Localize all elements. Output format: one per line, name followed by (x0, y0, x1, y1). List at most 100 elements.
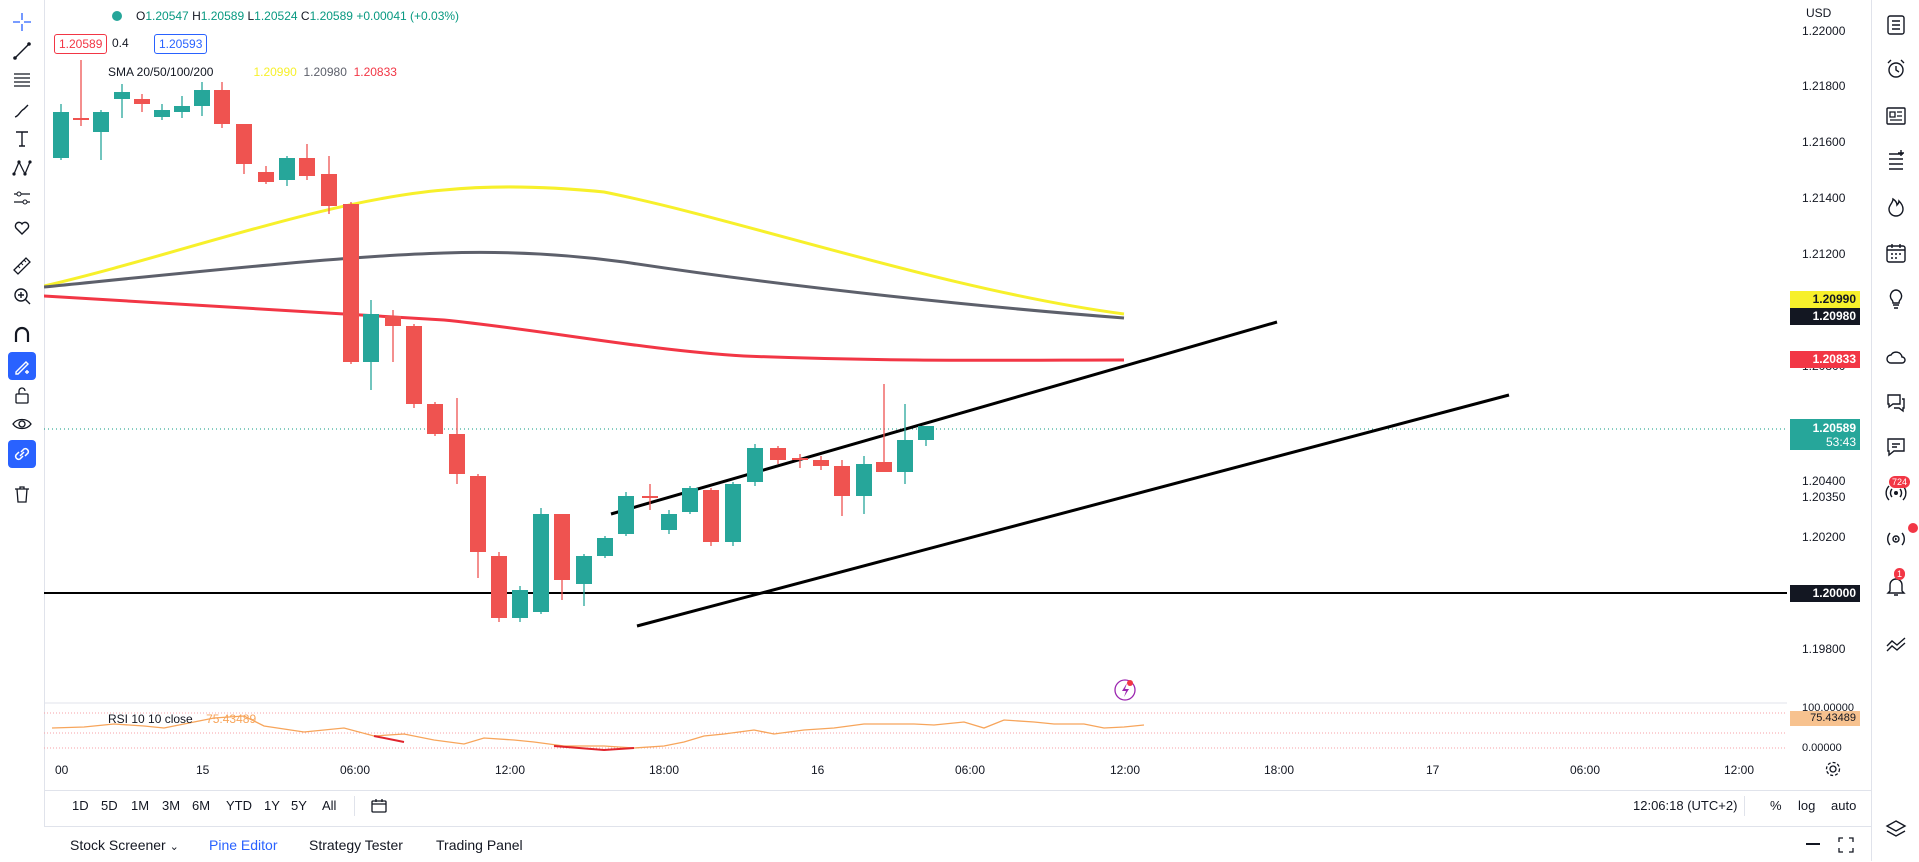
candle-body (618, 496, 634, 534)
range-5y-button[interactable]: 5Y (291, 798, 307, 813)
calendar-goto-icon[interactable] (370, 797, 388, 820)
magnet-icon[interactable] (8, 321, 36, 349)
fire-icon[interactable] (1883, 194, 1909, 220)
range-1m-button[interactable]: 1M (131, 798, 150, 813)
streams-icon[interactable] (1883, 480, 1909, 506)
range-5d-button[interactable]: 5D (101, 798, 118, 813)
chevron-down-icon[interactable]: ⌄ (169, 841, 179, 853)
messages-icon[interactable] (1883, 434, 1909, 460)
price-tick: 1.21600 (1802, 135, 1846, 149)
candle (597, 536, 613, 558)
log-toggle[interactable]: log (1798, 798, 1816, 813)
date-range-bar: 1D 5D 1M 3M 6M YTD 1Y 5Y All 12:06:18 (U… (44, 790, 1871, 821)
sma-label: SMA 20/50/100/200 (108, 65, 214, 79)
sma50-line (44, 250, 1125, 320)
range-ytd-button[interactable]: YTD (226, 798, 252, 813)
news-icon[interactable] (1883, 103, 1909, 129)
tab-stock-screener[interactable]: Stock Screener ⌄ (70, 837, 179, 853)
rsi-value: 75.43489 (206, 712, 257, 726)
alarm-clock-icon[interactable] (1883, 56, 1909, 82)
layers-icon[interactable] (1883, 816, 1909, 842)
clock-display[interactable]: 12:06:18 (UTC+2) (1633, 798, 1738, 813)
auto-toggle[interactable]: auto (1831, 798, 1857, 813)
tab-trading-panel[interactable]: Trading Panel (436, 837, 523, 853)
right-sidebar: 724 1 (1871, 0, 1919, 861)
price-scale[interactable]: USD 1.22000 1.21800 1.21600 1.21400 1.21… (1787, 0, 1871, 760)
minimize-icon[interactable] (1806, 843, 1820, 845)
buy-price-button[interactable]: 1.20593 (154, 34, 208, 54)
maximize-icon[interactable] (1838, 837, 1854, 858)
candle-body (73, 118, 89, 120)
settings-gear-icon[interactable] (1824, 760, 1842, 783)
candle-body (53, 112, 69, 158)
candle (53, 104, 69, 160)
range-1d-button[interactable]: 1D (72, 798, 89, 813)
range-1y-button[interactable]: 1Y (264, 798, 280, 813)
tab-strategy-tester[interactable]: Strategy Tester (309, 837, 403, 853)
range-3m-button[interactable]: 3M (162, 798, 181, 813)
bottom-panel: Stock Screener ⌄ Pine Editor Strategy Te… (44, 826, 1871, 862)
price-tick: 1.21200 (1802, 247, 1846, 261)
candle-body (661, 514, 677, 530)
forecast-icon[interactable] (8, 184, 36, 212)
price-tick: 1.20200 (1802, 530, 1846, 544)
candle (134, 94, 150, 112)
bar-countdown: 53:43 (1825, 435, 1856, 449)
chart-pane[interactable]: O1.20547 H1.20589 L1.20524 C1.20589 +0.0… (44, 0, 1787, 790)
sma50-value: 1.20980 (303, 65, 347, 79)
fib-icon[interactable] (8, 66, 36, 94)
chat-icon[interactable] (1883, 389, 1909, 415)
eye-icon[interactable] (8, 410, 36, 438)
chart-icon[interactable] (1883, 630, 1909, 656)
spread-value: 0.4 (112, 36, 129, 50)
lock-icon[interactable] (8, 381, 36, 409)
price-chart[interactable] (44, 0, 1787, 790)
crosshair-icon[interactable] (8, 8, 36, 36)
sma20-line (44, 185, 1125, 316)
candle (299, 144, 315, 180)
open-label: O (136, 9, 146, 23)
calendar-icon[interactable] (1883, 240, 1909, 266)
left-drawing-toolbar (0, 0, 45, 861)
watchlist-icon[interactable] (1883, 12, 1909, 38)
play-icon[interactable] (1883, 526, 1909, 552)
lightbulb-icon[interactable] (1883, 286, 1909, 312)
trend-line-icon[interactable] (8, 37, 36, 65)
candle-body (427, 404, 443, 434)
sell-price-button[interactable]: 1.20589 (54, 34, 108, 54)
candle-body (512, 590, 528, 618)
candle (73, 60, 89, 126)
price-tick: 1.21800 (1802, 79, 1846, 93)
candle-body (792, 458, 808, 460)
percent-toggle[interactable]: % (1770, 798, 1782, 813)
time-tick: 06:00 (340, 763, 371, 777)
currency-selector[interactable]: USD (1806, 6, 1832, 20)
candle (834, 460, 850, 516)
tab-label: Stock Screener (70, 837, 166, 853)
candles-group (53, 60, 934, 622)
link-icon[interactable] (8, 440, 36, 468)
zoom-icon[interactable] (8, 282, 36, 310)
candle-body (258, 172, 274, 182)
range-all-button[interactable]: All (322, 798, 337, 813)
add-list-icon[interactable] (1883, 148, 1909, 174)
text-icon[interactable] (8, 125, 36, 153)
pattern-icon[interactable] (8, 154, 36, 182)
candle (533, 508, 549, 614)
range-6m-button[interactable]: 6M (192, 798, 211, 813)
time-tick: 12:00 (1110, 763, 1141, 777)
sma-legend: SMA 20/50/100/200 1.20990 1.20980 1.2083… (108, 65, 397, 79)
candle-body (406, 326, 422, 404)
trash-icon[interactable] (8, 480, 36, 508)
candle-body (725, 484, 741, 542)
candle-body (554, 514, 570, 580)
candle (918, 426, 934, 446)
rsi-label: RSI 10 10 close (108, 712, 193, 726)
heart-icon[interactable] (8, 213, 36, 241)
cloud-icon[interactable] (1883, 344, 1909, 370)
tab-pine-editor[interactable]: Pine Editor (209, 837, 278, 853)
brush-icon[interactable] (8, 96, 36, 124)
candle-body (491, 556, 507, 618)
lock-drawing-icon[interactable] (8, 352, 36, 380)
ruler-icon[interactable] (8, 252, 36, 280)
